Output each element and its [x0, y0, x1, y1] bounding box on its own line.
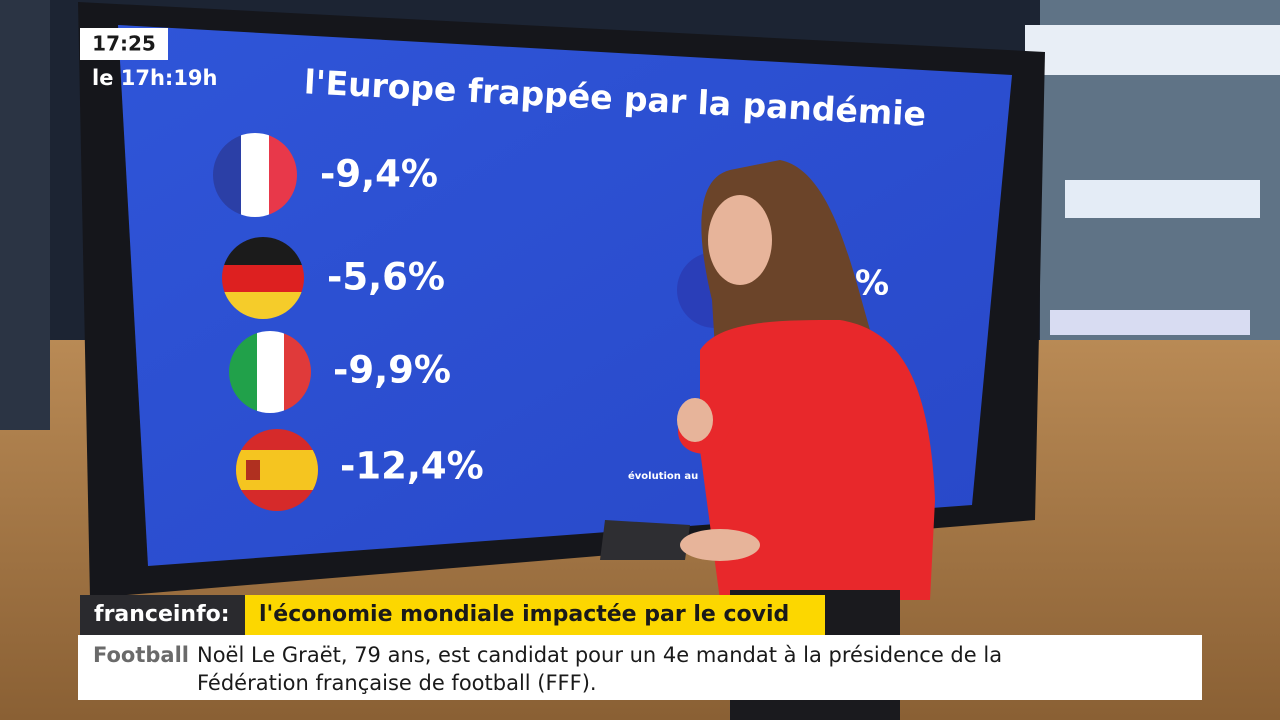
clock: 17:25 [92, 32, 156, 56]
headline: l'économie mondiale impactée par le covi… [259, 602, 789, 627]
light-panel [1050, 310, 1250, 335]
country-value: -9,4% [320, 153, 438, 196]
country-value: -12,4% [340, 445, 484, 488]
footnote: évolution au [628, 470, 698, 482]
country-value: -9,9% [333, 349, 451, 392]
flag-germany [222, 237, 304, 319]
flag-france [213, 133, 297, 217]
brand-box [80, 595, 245, 635]
light-panel [1025, 25, 1280, 75]
ticker-box [78, 635, 1202, 700]
ticker-line: Fédération française de football (FFF). [197, 671, 597, 695]
studio-screen [0, 0, 50, 430]
ticker-line: Noël Le Graët, 79 ans, est candidat pour… [197, 643, 1002, 667]
clock-box [80, 28, 168, 60]
program: le 17h:19h [92, 66, 218, 90]
light-panel [1065, 180, 1260, 218]
headline-box [245, 595, 825, 635]
country-value: -5,6% [327, 256, 445, 299]
brand: franceinfo: [94, 602, 230, 627]
flag-italy [229, 331, 311, 413]
flag-spain [236, 429, 318, 511]
ticker-category: Football [93, 643, 189, 667]
